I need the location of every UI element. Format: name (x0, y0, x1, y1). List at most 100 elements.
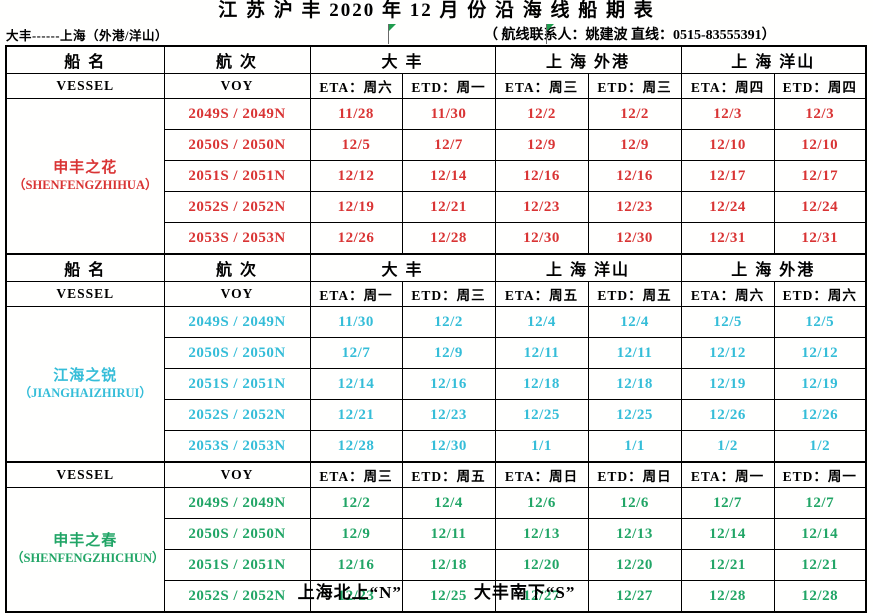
date-cell: 12/9 (587, 129, 682, 161)
date-cell: 12/14 (680, 518, 775, 550)
date-cell: 12/18 (587, 368, 682, 400)
col-header-cell: ETA：周三 (309, 461, 403, 488)
date-cell: 12/28 (401, 222, 496, 255)
date-cell: 12/14 (309, 368, 403, 400)
date-cell: 12/24 (680, 191, 775, 223)
col-header-cell: ETA：周六 (680, 281, 775, 307)
date-cell: 1/2 (680, 430, 775, 463)
voy-cell: 2053S / 2053N (163, 430, 311, 463)
date-cell: 12/16 (401, 368, 496, 400)
date-cell: 12/21 (401, 191, 496, 223)
date-cell: 12/21 (309, 399, 403, 431)
date-cell: 12/23 (494, 191, 589, 223)
col-header-cell: ETA：周四 (680, 73, 775, 99)
port-header-cell: 大 丰 (309, 45, 496, 74)
port-header-cell: 船 名 (5, 45, 165, 74)
date-cell: 12/2 (401, 306, 496, 338)
col-header-cell: VOY (163, 281, 311, 307)
schedule-table-shenfengzhichun: VESSEL VOY ETA：周三 ETD：周五 ETA：周日 ETD：周日 E… (5, 461, 867, 613)
excel-flag-triangle-icon (389, 24, 396, 31)
date-cell: 12/28 (773, 580, 867, 613)
col-header-cell: ETA：周六 (309, 73, 403, 99)
date-cell: 1/2 (773, 430, 867, 463)
date-cell: 12/12 (773, 337, 867, 369)
col-header-cell: VOY (163, 461, 311, 488)
date-cell: 11/28 (309, 98, 403, 130)
col-header-cell: ETD：周五 (401, 461, 496, 488)
date-cell: 12/9 (401, 337, 496, 369)
date-cell: 12/30 (401, 430, 496, 463)
voy-cell: 2051S / 2051N (163, 549, 311, 581)
date-cell: 12/25 (494, 399, 589, 431)
vessel-cell: 申丰之春 （SHENFENGZHICHUN） (5, 487, 165, 613)
date-cell: 12/28 (680, 580, 775, 613)
port-header-cell: 大 丰 (309, 253, 496, 282)
voy-cell: 2052S / 2052N (163, 399, 311, 431)
date-cell: 12/18 (494, 368, 589, 400)
port-header-cell: 船 名 (5, 253, 165, 282)
date-cell: 12/6 (587, 487, 682, 519)
date-cell: 12/27 (494, 580, 589, 613)
voy-cell: 2050S / 2050N (163, 337, 311, 369)
col-header-cell: ETD：周六 (773, 281, 867, 307)
col-header-cell: ETA：周日 (494, 461, 589, 488)
date-cell: 12/7 (773, 487, 867, 519)
date-cell: 12/23 (401, 399, 496, 431)
vessel-name: 申丰之春 (53, 533, 118, 550)
date-cell: 12/31 (680, 222, 775, 255)
table-row: 申丰之花 （SHENFENGZHIHUA） 2049S / 2049N 11/2… (5, 98, 867, 255)
vessel-name-en: （JIANGHAIZHIRUI） (18, 385, 152, 400)
date-cell: 12/7 (309, 337, 403, 369)
date-cell: 12/2 (587, 98, 682, 130)
table-row: 2050S / 2050N 12/7 12/9 12/11 12/11 12/1… (6, 337, 867, 369)
date-cell: 12/5 (309, 129, 403, 161)
voy-cell: 2050S / 2050N (163, 129, 311, 161)
voy-cell: 2050S / 2050N (163, 518, 311, 550)
column-header-row: VESSEL VOY ETA：周三 ETD：周五 ETA：周日 ETD：周日 E… (5, 461, 867, 488)
voy-cell: 2051S / 2051N (163, 160, 311, 192)
table-row: 江海之锐 （JIANGHAIZHIRUI） 2049S / 2049N 11/3… (5, 306, 867, 463)
date-cell: 12/21 (773, 549, 867, 581)
col-header-cell: ETD：周一 (773, 461, 867, 488)
vessel-name: 申丰之花 (53, 159, 118, 176)
footer-south-label: 大丰南下“S” (473, 583, 576, 602)
voy-cell: 2052S / 2052N (163, 580, 311, 613)
date-cell: 12/2 (309, 487, 403, 519)
port-header-cell: 上 海 外港 (680, 253, 867, 282)
date-cell: 12/26 (309, 222, 403, 255)
col-header-cell: ETD：周日 (587, 461, 682, 488)
date-cell: 12/17 (680, 160, 775, 192)
voy-cell: 2049S / 2049N (163, 487, 311, 519)
date-cell: 12/16 (309, 549, 403, 581)
date-cell: 12/5 (680, 306, 775, 338)
date-cell: 12/13 (587, 518, 682, 550)
date-cell: 12/25 (401, 580, 496, 613)
col-header-cell: ETA：周三 (494, 73, 589, 99)
col-header-cell: ETA：周五 (494, 281, 589, 307)
page-title: 江 苏 沪 丰 2020 年 12 月 份 沿 海 线 船 期 表 (218, 0, 655, 21)
cell-divider (546, 24, 547, 44)
date-cell: 12/16 (587, 160, 682, 192)
date-cell: 12/30 (587, 222, 682, 255)
vessel-name-en: （SHENFENGZHICHUN） (11, 551, 164, 566)
column-header-row: VESSEL VOY ETA：周一 ETD：周三 ETA：周五 ETD：周五 E… (5, 281, 867, 307)
table-row: 2053S / 2053N 12/26 12/28 12/30 12/30 12… (6, 222, 867, 255)
table-row: 2051S / 2051N 12/14 12/16 12/18 12/18 12… (6, 368, 867, 400)
date-cell: 12/4 (494, 306, 589, 338)
date-cell: 1/1 (494, 430, 589, 463)
table-row: 2052S / 2052N 12/23 12/25 12/27 12/27 12… (6, 580, 867, 613)
date-cell: 12/23 (309, 580, 403, 613)
date-cell: 11/30 (309, 306, 403, 338)
col-header-cell: ETD：周一 (401, 73, 496, 99)
date-cell: 12/13 (494, 518, 589, 550)
date-cell: 12/20 (494, 549, 589, 581)
port-header-cell: 上 海 外港 (494, 45, 682, 74)
schedule-table-jianghaizhirui: 船 名 航 次 大 丰 上 海 洋山 上 海 外港 VESSEL VOY ETA… (5, 253, 867, 463)
table-row: 2053S / 2053N 12/28 12/30 1/1 1/1 1/2 1/… (6, 430, 867, 463)
port-header-cell: 航 次 (163, 45, 311, 74)
port-header-cell: 上 海 洋山 (680, 45, 867, 74)
voy-cell: 2049S / 2049N (163, 306, 311, 338)
col-header-cell: ETD：周五 (587, 281, 682, 307)
port-header-cell: 上 海 洋山 (494, 253, 682, 282)
voy-cell: 2052S / 2052N (163, 191, 311, 223)
